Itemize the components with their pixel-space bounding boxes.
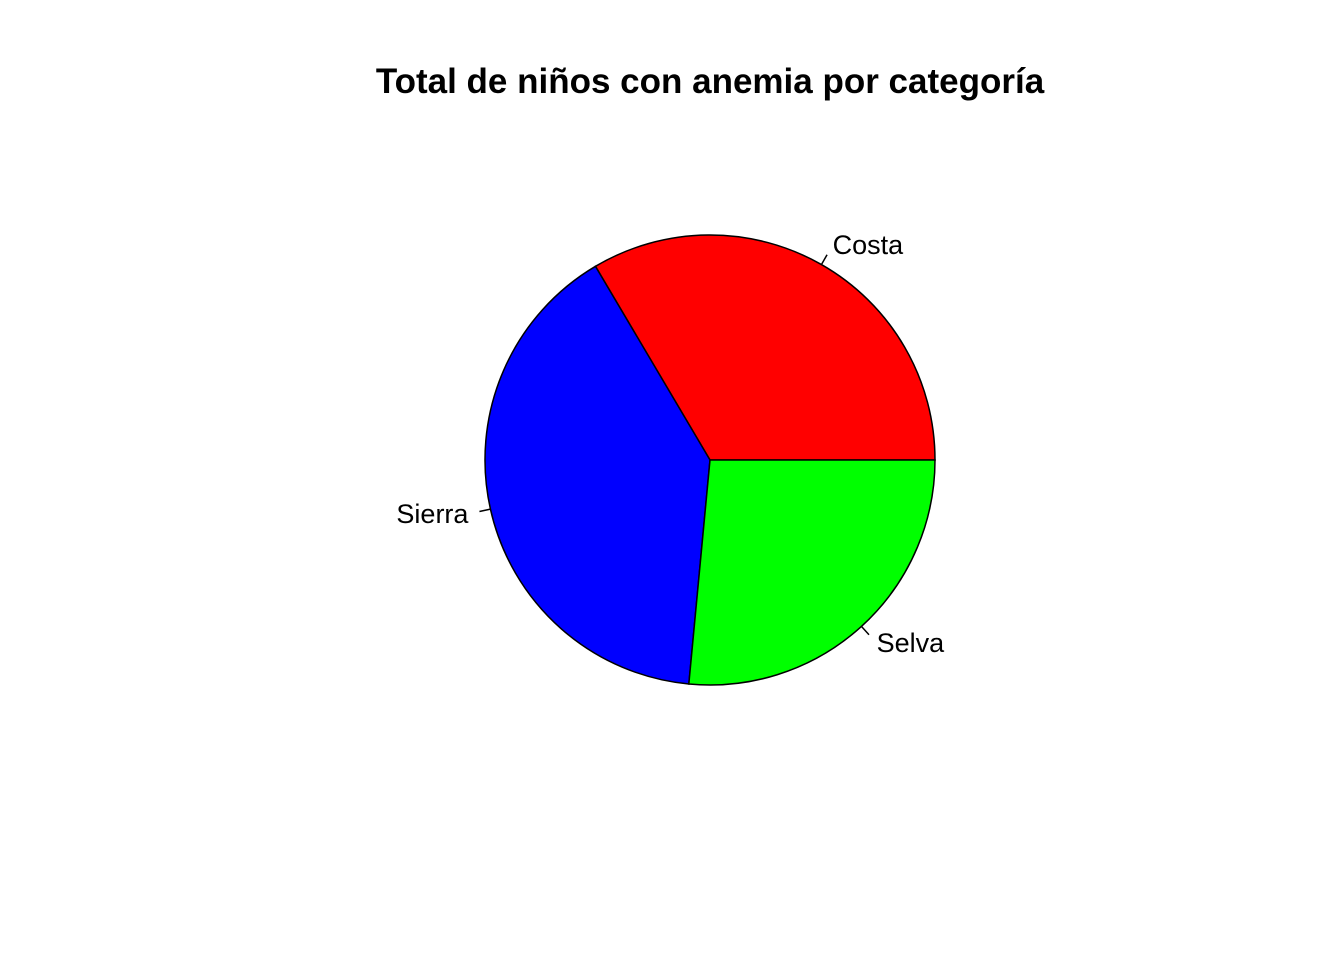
pie-slice-costa bbox=[594, 234, 936, 461]
pie-labels: Costa Sierra Selva bbox=[396, 230, 945, 658]
slice-label-selva: Selva bbox=[877, 628, 946, 658]
leader-line-sierra bbox=[479, 508, 491, 513]
leader-line-costa bbox=[820, 254, 828, 265]
pie-slice-sierra bbox=[484, 265, 711, 685]
pie-slice-selva bbox=[688, 459, 936, 686]
pie-slices bbox=[484, 234, 936, 686]
chart-title: Total de niños con anemia por categoría bbox=[376, 62, 1045, 101]
slice-label-costa: Costa bbox=[833, 230, 905, 260]
slice-label-sierra: Sierra bbox=[396, 499, 469, 529]
leader-line-selva bbox=[860, 625, 870, 636]
